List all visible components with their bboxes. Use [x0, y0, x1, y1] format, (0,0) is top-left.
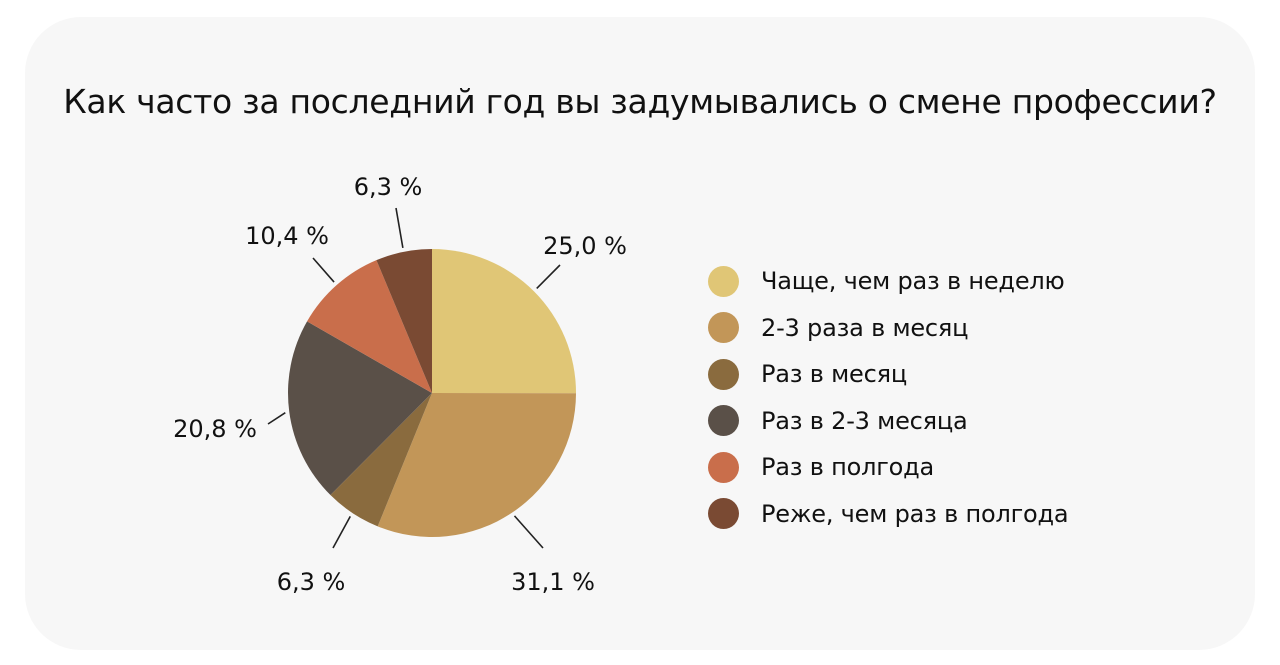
pie-slice [288, 321, 432, 496]
legend-label: Чаще, чем раз в неделю [761, 267, 1065, 296]
leader-line [332, 516, 351, 549]
slice-value-label: 20,8 % [173, 415, 257, 443]
legend-swatch [708, 451, 739, 483]
slice-value-label: 31,1 % [511, 568, 595, 596]
legend-swatch [708, 405, 739, 437]
chart-title: Как часто за последний год вы задумывали… [63, 82, 1217, 121]
leader-line [536, 264, 561, 289]
legend-label: Раз в полгода [761, 453, 935, 482]
leader-line [267, 412, 286, 425]
slice-value-label: 6,3 % [277, 568, 346, 596]
legend-item: Раз в 2-3 месяца [708, 398, 1068, 445]
legend-label: Раз в месяц [761, 360, 907, 389]
legend-swatch [708, 358, 739, 390]
leader-line [395, 207, 404, 249]
pie-slice [376, 249, 432, 393]
slice-value-label: 10,4 % [245, 222, 329, 250]
slice-value-label: 6,3 % [354, 173, 423, 201]
legend-item: Раз в месяц [708, 351, 1068, 398]
legend-label: Реже, чем раз в полгода [761, 499, 1069, 528]
pie-slice [307, 260, 432, 393]
legend-swatch [708, 265, 739, 297]
legend-label: 2-3 раза в месяц [761, 313, 969, 342]
legend-swatch [708, 312, 739, 344]
legend-swatch [708, 498, 739, 530]
legend-label: Раз в 2-3 месяца [761, 406, 968, 435]
chart-card [25, 17, 1255, 650]
pie-slice [377, 393, 576, 537]
legend-item: Чаще, чем раз в неделю [708, 258, 1068, 305]
leader-line [312, 257, 335, 283]
legend-item: Раз в полгода [708, 444, 1068, 491]
leader-line [513, 515, 544, 549]
legend-item: 2-3 раза в месяц [708, 305, 1068, 352]
pie-slice [432, 249, 577, 394]
pie-slice [330, 393, 432, 527]
legend-item: Реже, чем раз в полгода [708, 491, 1069, 538]
chart-legend: Чаще, чем раз в неделю 2-3 раза в месяц Ра… [708, 258, 1069, 538]
slice-value-label: 25,0 % [543, 232, 627, 260]
